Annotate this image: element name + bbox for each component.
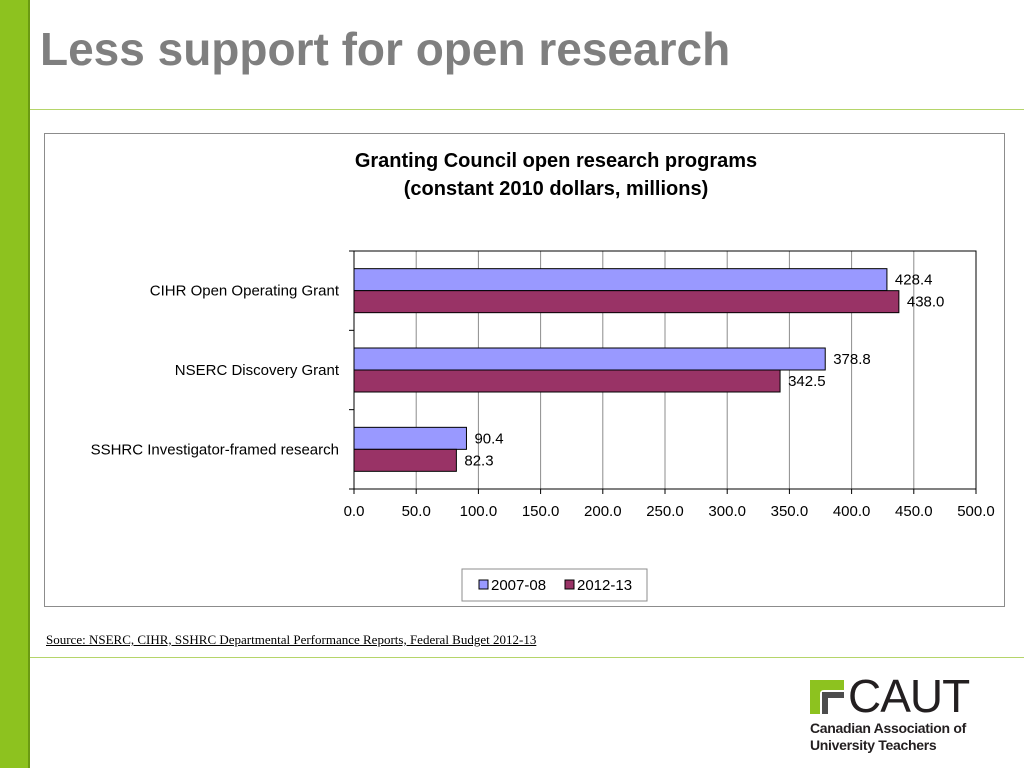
bar-chart: Granting Council open research programs (… — [91, 150, 995, 602]
data-label: 90.4 — [474, 430, 503, 447]
source-note[interactable]: Source: NSERC, CIHR, SSHRC Departmental … — [46, 632, 537, 647]
legend-label: 2012-13 — [577, 577, 632, 594]
divider-bottom — [30, 657, 1024, 658]
bar — [353, 426, 467, 450]
divider-top — [30, 109, 1024, 110]
x-tick-label: 400.0 — [833, 503, 871, 520]
legend — [461, 568, 648, 602]
x-tick-label: 250.0 — [646, 503, 684, 520]
logo-subtitle: Canadian Association of University Teach… — [810, 720, 966, 753]
x-tick-label: 150.0 — [522, 503, 560, 520]
category-label: SSHRC Investigator-framed research — [91, 441, 339, 458]
chart-title: Granting Council open research programs — [355, 150, 757, 172]
x-tick-label: 300.0 — [708, 503, 746, 520]
logo-wordmark: CAUT — [848, 670, 970, 722]
category-label: CIHR Open Operating Grant — [150, 283, 340, 300]
bar — [353, 268, 888, 292]
bar — [353, 448, 457, 472]
data-label: 428.4 — [895, 272, 933, 289]
legend-swatch — [564, 579, 575, 590]
accent-side-bar — [0, 0, 30, 768]
x-tick-label: 350.0 — [771, 503, 809, 520]
x-tick-label: 100.0 — [460, 503, 498, 520]
x-tick-label: 200.0 — [584, 503, 622, 520]
data-label: 438.0 — [907, 294, 945, 311]
data-label: 82.3 — [464, 452, 493, 469]
caut-logo: CAUT Canadian Association of University … — [808, 670, 1008, 758]
x-tick-label: 0.0 — [344, 503, 365, 520]
x-tick-label: 500.0 — [957, 503, 995, 520]
bar — [353, 347, 826, 371]
data-label: 378.8 — [833, 351, 871, 368]
chart-subtitle: (constant 2010 dollars, millions) — [404, 178, 709, 200]
chart-frame: Granting Council open research programs (… — [44, 133, 1005, 607]
x-tick-label: 450.0 — [895, 503, 933, 520]
legend-label: 2007-08 — [491, 577, 546, 594]
slide-title: Less support for open research — [40, 23, 731, 75]
data-label: 342.5 — [788, 373, 826, 390]
x-tick-label: 50.0 — [402, 503, 431, 520]
bar — [353, 369, 781, 393]
bar — [353, 290, 900, 314]
legend-swatch — [478, 579, 489, 590]
category-label: NSERC Discovery Grant — [175, 362, 340, 379]
caut-logo-icon — [810, 680, 844, 714]
